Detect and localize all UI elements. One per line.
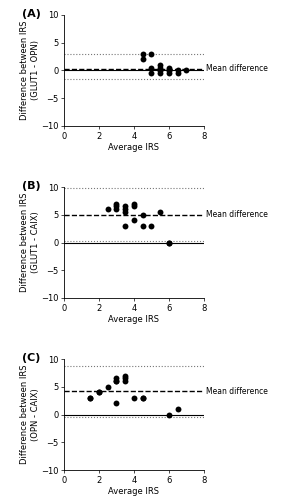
X-axis label: Average IRS: Average IRS [108, 488, 159, 496]
Point [149, 50, 154, 58]
Text: Mean difference: Mean difference [207, 386, 268, 396]
Point [166, 66, 171, 74]
Text: Mean difference: Mean difference [207, 210, 268, 220]
Point [140, 50, 145, 58]
Point [123, 372, 127, 380]
Point [149, 70, 154, 78]
Point [140, 394, 145, 402]
Point [158, 66, 162, 74]
Point [166, 238, 171, 246]
Y-axis label: Difference between IRS
(GLUT1 - OPN): Difference between IRS (GLUT1 - OPN) [20, 20, 40, 120]
X-axis label: Average IRS: Average IRS [108, 316, 159, 324]
Point [140, 211, 145, 219]
Text: (C): (C) [22, 354, 40, 364]
Point [123, 205, 127, 213]
Point [158, 66, 162, 74]
Point [158, 208, 162, 216]
Point [105, 383, 110, 391]
Point [123, 374, 127, 382]
Point [149, 64, 154, 72]
Point [123, 202, 127, 210]
Point [88, 394, 93, 402]
Y-axis label: Difference between IRS
(GLUT1 - CAIX): Difference between IRS (GLUT1 - CAIX) [20, 192, 40, 292]
Point [166, 238, 171, 246]
Text: (B): (B) [22, 182, 41, 192]
Point [114, 374, 119, 382]
Point [105, 205, 110, 213]
Point [140, 222, 145, 230]
Point [166, 70, 171, 78]
Point [175, 405, 180, 413]
Point [132, 200, 136, 207]
Point [132, 394, 136, 402]
Point [166, 66, 171, 74]
Point [158, 70, 162, 78]
Point [97, 388, 101, 396]
Point [166, 410, 171, 418]
Text: Mean difference: Mean difference [207, 64, 268, 74]
Point [158, 64, 162, 72]
Point [140, 394, 145, 402]
Point [114, 400, 119, 407]
Point [123, 208, 127, 216]
Point [132, 202, 136, 210]
Point [123, 377, 127, 385]
Y-axis label: Difference between IRS
(OPN - CAIX): Difference between IRS (OPN - CAIX) [20, 365, 40, 464]
Point [114, 202, 119, 210]
Text: (A): (A) [22, 10, 41, 20]
Point [149, 222, 154, 230]
Point [184, 66, 189, 74]
Point [114, 200, 119, 207]
Point [123, 222, 127, 230]
Point [114, 377, 119, 385]
Point [140, 56, 145, 64]
X-axis label: Average IRS: Average IRS [108, 144, 159, 152]
Point [166, 64, 171, 72]
Point [175, 66, 180, 74]
Point [175, 70, 180, 78]
Point [88, 394, 93, 402]
Point [97, 388, 101, 396]
Point [132, 216, 136, 224]
Point [114, 377, 119, 385]
Point [114, 205, 119, 213]
Point [158, 61, 162, 69]
